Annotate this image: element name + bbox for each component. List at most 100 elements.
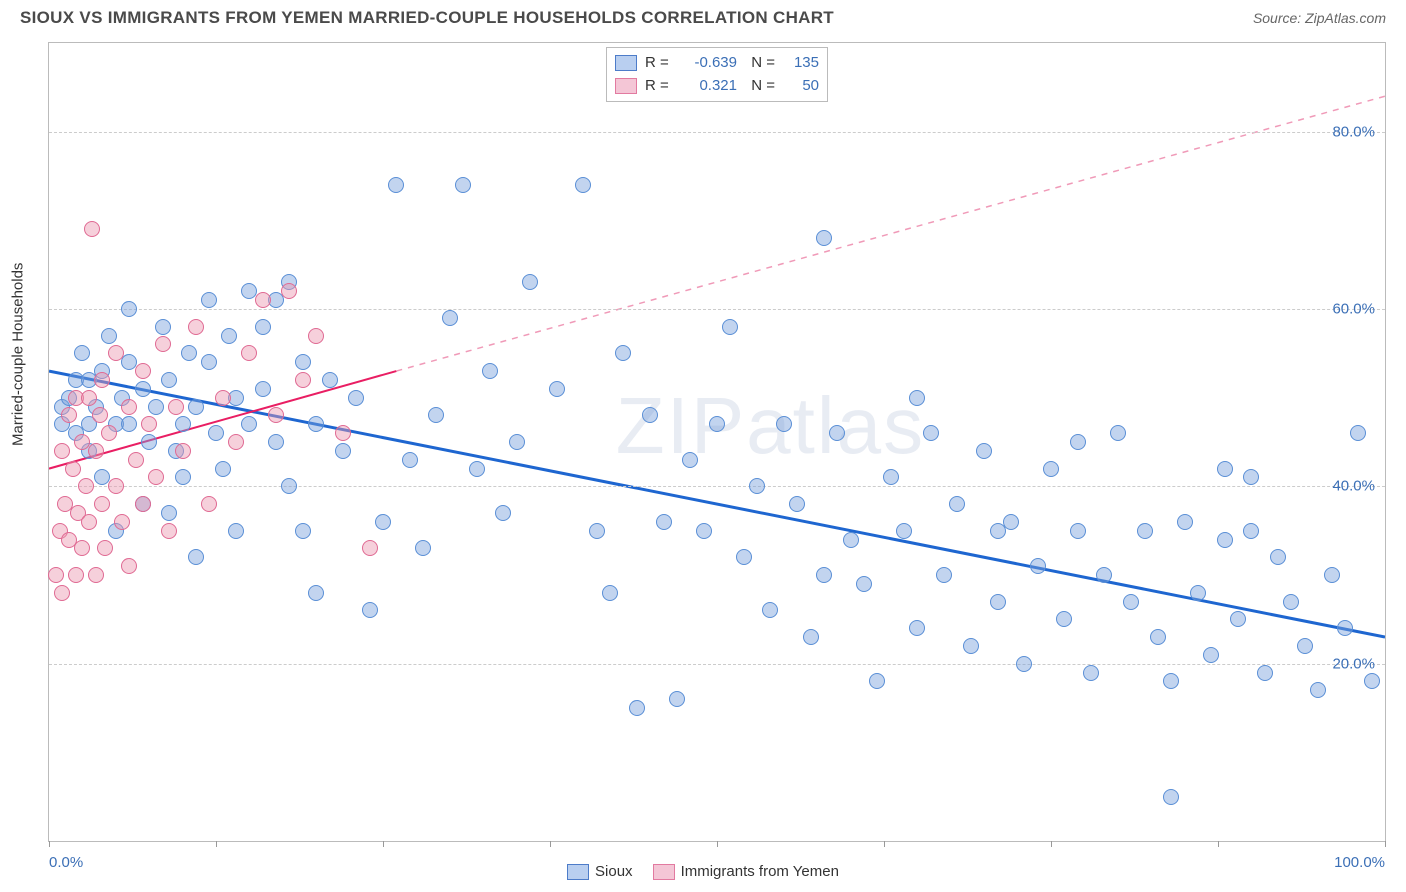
scatter-point bbox=[175, 443, 191, 459]
scatter-point bbox=[101, 328, 117, 344]
x-tick bbox=[216, 841, 217, 847]
y-tick-label: 80.0% bbox=[1332, 123, 1375, 140]
scatter-point bbox=[803, 629, 819, 645]
trend-line bbox=[49, 371, 1385, 637]
scatter-point bbox=[1217, 461, 1233, 477]
scatter-point bbox=[1163, 789, 1179, 805]
scatter-point bbox=[295, 354, 311, 370]
stat-r-label: R = bbox=[645, 75, 673, 98]
scatter-point bbox=[789, 496, 805, 512]
series-swatch bbox=[615, 78, 637, 94]
scatter-point bbox=[108, 478, 124, 494]
scatter-point bbox=[61, 407, 77, 423]
legend-item: Immigrants from Yemen bbox=[653, 863, 839, 880]
scatter-point bbox=[141, 434, 157, 450]
scatter-point bbox=[709, 416, 725, 432]
x-tick bbox=[49, 841, 50, 847]
scatter-point bbox=[88, 443, 104, 459]
scatter-point bbox=[121, 301, 137, 317]
scatter-point bbox=[65, 461, 81, 477]
scatter-point bbox=[402, 452, 418, 468]
scatter-point bbox=[255, 292, 271, 308]
scatter-point bbox=[1243, 523, 1259, 539]
stat-n-label: N = bbox=[745, 52, 775, 75]
correlation-stats-box: R =-0.639N =135R =0.321N =50 bbox=[606, 47, 828, 102]
scatter-point bbox=[375, 514, 391, 530]
scatter-point bbox=[963, 638, 979, 654]
scatter-point bbox=[74, 540, 90, 556]
scatter-point bbox=[909, 390, 925, 406]
scatter-point bbox=[469, 461, 485, 477]
scatter-point bbox=[1203, 647, 1219, 663]
scatter-point bbox=[869, 673, 885, 689]
chart-legend: SiouxImmigrants from Yemen bbox=[0, 863, 1406, 880]
scatter-point bbox=[348, 390, 364, 406]
scatter-point bbox=[215, 461, 231, 477]
scatter-point bbox=[428, 407, 444, 423]
gridline bbox=[49, 486, 1385, 487]
scatter-point bbox=[642, 407, 658, 423]
scatter-point bbox=[221, 328, 237, 344]
scatter-point bbox=[1056, 611, 1072, 627]
scatter-point bbox=[722, 319, 738, 335]
legend-swatch bbox=[567, 864, 589, 880]
chart-plot-area: ZIPatlas R =-0.639N =135R =0.321N =50 20… bbox=[48, 42, 1386, 842]
y-tick-label: 40.0% bbox=[1332, 478, 1375, 495]
scatter-point bbox=[1324, 567, 1340, 583]
scatter-point bbox=[1016, 656, 1032, 672]
gridline bbox=[49, 309, 1385, 310]
scatter-point bbox=[1070, 434, 1086, 450]
scatter-point bbox=[84, 221, 100, 237]
scatter-point bbox=[141, 416, 157, 432]
scatter-point bbox=[281, 283, 297, 299]
scatter-point bbox=[1030, 558, 1046, 574]
scatter-point bbox=[322, 372, 338, 388]
scatter-point bbox=[78, 478, 94, 494]
scatter-point bbox=[923, 425, 939, 441]
watermark-text: ZIPatlas bbox=[616, 380, 925, 472]
scatter-point bbox=[629, 700, 645, 716]
scatter-point bbox=[1364, 673, 1380, 689]
gridline bbox=[49, 132, 1385, 133]
scatter-point bbox=[1070, 523, 1086, 539]
scatter-point bbox=[1083, 665, 1099, 681]
scatter-point bbox=[148, 399, 164, 415]
scatter-point bbox=[161, 523, 177, 539]
stats-row: R =-0.639N =135 bbox=[615, 52, 819, 75]
scatter-point bbox=[155, 336, 171, 352]
stat-r-value: -0.639 bbox=[681, 52, 737, 75]
x-tick bbox=[550, 841, 551, 847]
x-tick bbox=[717, 841, 718, 847]
scatter-point bbox=[776, 416, 792, 432]
stat-r-value: 0.321 bbox=[681, 75, 737, 98]
x-tick bbox=[383, 841, 384, 847]
scatter-point bbox=[843, 532, 859, 548]
scatter-point bbox=[495, 505, 511, 521]
x-tick bbox=[1385, 841, 1386, 847]
scatter-point bbox=[976, 443, 992, 459]
scatter-point bbox=[829, 425, 845, 441]
series-swatch bbox=[615, 55, 637, 71]
scatter-point bbox=[362, 540, 378, 556]
scatter-point bbox=[455, 177, 471, 193]
scatter-point bbox=[415, 540, 431, 556]
scatter-point bbox=[1177, 514, 1193, 530]
legend-swatch bbox=[653, 864, 675, 880]
scatter-point bbox=[990, 523, 1006, 539]
scatter-point bbox=[656, 514, 672, 530]
scatter-point bbox=[1096, 567, 1112, 583]
scatter-point bbox=[121, 416, 137, 432]
scatter-point bbox=[522, 274, 538, 290]
scatter-point bbox=[669, 691, 685, 707]
scatter-point bbox=[241, 345, 257, 361]
scatter-point bbox=[1243, 469, 1259, 485]
chart-source: Source: ZipAtlas.com bbox=[1253, 10, 1386, 26]
chart-header: SIOUX VS IMMIGRANTS FROM YEMEN MARRIED-C… bbox=[0, 0, 1406, 34]
scatter-point bbox=[228, 523, 244, 539]
stat-n-label: N = bbox=[745, 75, 775, 98]
scatter-point bbox=[81, 390, 97, 406]
scatter-point bbox=[549, 381, 565, 397]
scatter-point bbox=[816, 567, 832, 583]
scatter-point bbox=[255, 381, 271, 397]
scatter-point bbox=[175, 469, 191, 485]
